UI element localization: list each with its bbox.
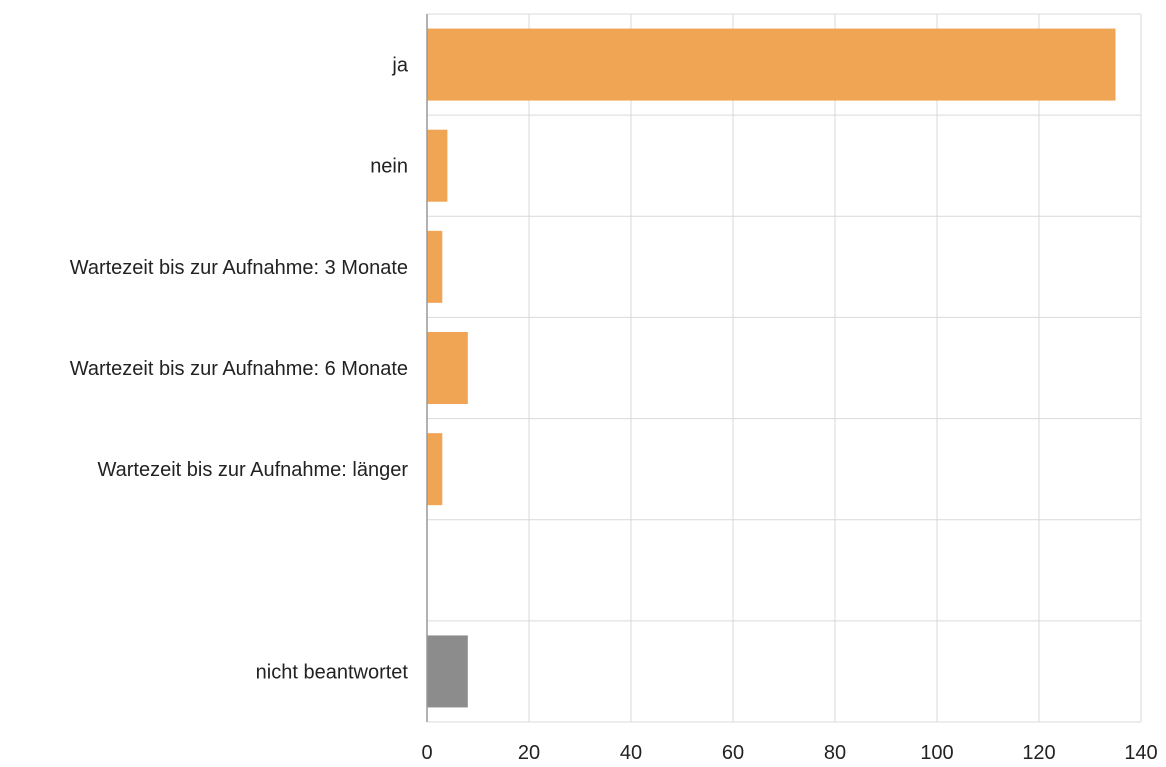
x-tick-label: 0 [421,742,432,764]
bar [427,635,468,708]
category-label: Wartezeit bis zur Aufnahme: 3 Monate [70,257,408,279]
category-label-layer: ja nein Wartezeit bis zur Aufnahme: 3 Mona… [70,55,409,684]
x-tick-label: 120 [1022,742,1055,764]
category-label: nein [370,156,408,178]
bar-layer [427,28,1116,708]
category-label: ja [391,55,408,77]
grid-layer [427,13,1142,723]
bar [427,230,443,303]
x-tick-label: 100 [920,742,953,764]
x-tick-label: 140 [1124,742,1157,764]
x-tick-label: 80 [824,742,846,764]
bar [427,433,443,506]
category-label: Wartezeit bis zur Aufnahme: länger [97,459,408,481]
bar [427,332,468,404]
bar [427,129,448,202]
category-label: nicht beantwortet [256,661,409,683]
category-label: Wartezeit bis zur Aufnahme: 6 Monate [70,358,408,380]
x-tick-label: 40 [620,742,642,764]
bar [427,28,1116,101]
x-tick-label: 20 [518,742,540,764]
tick-label-layer: 0 20 40 60 80 100 120 140 [421,742,1157,764]
x-tick-label: 60 [722,742,744,764]
